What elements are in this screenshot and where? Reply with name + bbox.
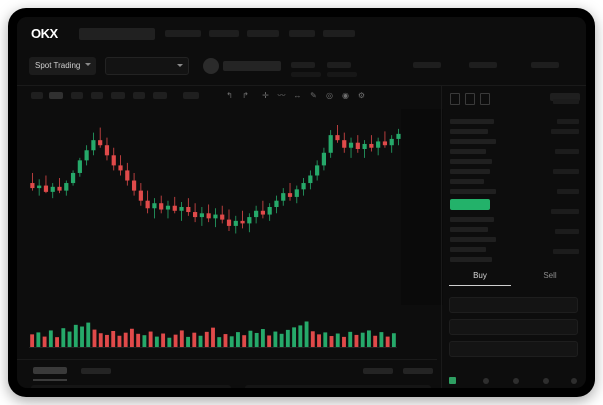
pair-name-label xyxy=(223,61,281,71)
crosshair-icon[interactable]: ✛ xyxy=(262,91,269,100)
tab-assets[interactable] xyxy=(403,368,433,374)
orderbook-size-row xyxy=(555,149,579,154)
volume-svg xyxy=(29,321,397,348)
nav-item-2[interactable] xyxy=(209,30,239,37)
tab-sell[interactable]: Sell xyxy=(543,271,557,280)
orderbook-size-row xyxy=(551,129,579,134)
trade-tab-underline xyxy=(449,285,511,286)
stat-last-price xyxy=(291,62,315,68)
stat-last-price-sub xyxy=(291,72,321,77)
order-total-input[interactable] xyxy=(449,341,578,357)
orderbook-grouping-select[interactable] xyxy=(550,93,580,101)
market-type-label: Spot Trading xyxy=(35,61,81,70)
orderbook-size-row xyxy=(553,169,579,174)
tablet-screen: OKX Spot Trading xyxy=(17,17,586,388)
orderbook-size-row xyxy=(553,99,579,104)
orderbook-asks-icon[interactable] xyxy=(480,93,490,105)
okx-logo[interactable]: OKX xyxy=(31,26,58,41)
tab-positions[interactable] xyxy=(363,368,393,374)
pencil-icon[interactable]: ✎ xyxy=(310,91,317,100)
pair-search-select[interactable] xyxy=(105,57,189,75)
orderbook-ask-row[interactable] xyxy=(450,159,492,164)
orderbook-ask-row[interactable] xyxy=(450,119,494,124)
coin-avatar xyxy=(203,58,219,74)
tab-open-orders[interactable] xyxy=(33,367,67,374)
tab-order-history[interactable] xyxy=(81,368,111,374)
slider-tick-25[interactable] xyxy=(483,378,489,384)
interval-more[interactable] xyxy=(153,92,167,99)
chart-type-select[interactable] xyxy=(183,92,199,99)
orderbook-both-icon[interactable] xyxy=(450,93,460,105)
ruler-icon[interactable]: ↔ xyxy=(293,91,302,100)
orderbook-ask-row[interactable] xyxy=(450,129,488,134)
nav-item-5[interactable] xyxy=(323,30,355,37)
orderbook-bids-icon[interactable] xyxy=(465,93,475,105)
orderbook-view-toggles xyxy=(450,93,510,105)
volume-chart xyxy=(17,311,437,359)
slider-tick-100[interactable] xyxy=(571,378,577,384)
tablet-device-frame: OKX Spot Trading xyxy=(8,8,595,397)
eye-icon[interactable]: ◉ xyxy=(342,91,349,100)
orderbook-size-row xyxy=(557,189,579,194)
orderbook-size-row xyxy=(553,249,579,254)
global-search-input[interactable] xyxy=(79,28,155,40)
interval-1w[interactable] xyxy=(133,92,145,99)
orderbook-bid-row[interactable] xyxy=(450,247,486,252)
candlestick-svg xyxy=(30,122,428,234)
tab-active-underline xyxy=(33,379,67,381)
slider-tick-50[interactable] xyxy=(513,378,519,384)
orders-panel-right xyxy=(245,385,431,388)
orderbook-bid-row[interactable] xyxy=(450,257,492,262)
orderbook-ask-row[interactable] xyxy=(450,139,496,144)
price-chart[interactable] xyxy=(17,106,437,311)
stat-change-sub xyxy=(327,72,357,77)
chevron-down-icon xyxy=(85,63,91,66)
interval-1d[interactable] xyxy=(111,92,125,99)
chevron-down-icon xyxy=(177,64,183,67)
interval-1h[interactable] xyxy=(71,92,83,99)
orderbook-ask-row[interactable] xyxy=(450,179,484,184)
orderbook-bid-row[interactable] xyxy=(450,217,494,222)
top-navigation-bar: OKX xyxy=(17,17,586,50)
order-price-input[interactable] xyxy=(449,297,578,313)
orderbook-ask-row[interactable] xyxy=(450,149,486,154)
orderbook-size-row xyxy=(551,209,579,214)
orderbook-spread-indicator xyxy=(450,199,490,210)
orderbook-ask-row[interactable] xyxy=(450,169,490,174)
interval-15m[interactable] xyxy=(49,92,63,99)
market-type-select[interactable]: Spot Trading xyxy=(29,57,96,75)
trendline-icon[interactable]: 〰 xyxy=(277,91,286,100)
orders-panel-left xyxy=(31,385,231,388)
stat-24h-low xyxy=(469,62,497,68)
nav-item-4[interactable] xyxy=(289,30,315,37)
order-book-panel xyxy=(441,85,586,388)
stat-24h-high xyxy=(413,62,441,68)
undo-icon[interactable]: ↰ xyxy=(226,91,233,100)
amount-percent-slider[interactable] xyxy=(449,377,578,385)
orders-tabs xyxy=(17,359,437,382)
orderbook-ask-row[interactable] xyxy=(450,189,496,194)
order-amount-input[interactable] xyxy=(449,319,578,335)
orderbook-size-row xyxy=(557,119,579,124)
settings-icon[interactable]: ⚙ xyxy=(357,91,366,100)
stat-change xyxy=(327,62,351,68)
stat-24h-volume xyxy=(531,62,559,68)
slider-tick-75[interactable] xyxy=(543,378,549,384)
nav-item-3[interactable] xyxy=(247,30,279,37)
tab-buy[interactable]: Buy xyxy=(473,271,487,280)
interval-1m[interactable] xyxy=(31,92,43,99)
orderbook-bid-row[interactable] xyxy=(450,227,488,232)
orderbook-bid-row[interactable] xyxy=(450,237,496,242)
instrument-bar: Spot Trading xyxy=(17,50,586,86)
chart-overlay-region xyxy=(401,109,443,305)
nav-item-1[interactable] xyxy=(165,30,201,37)
redo-icon[interactable]: ↱ xyxy=(242,91,249,100)
slider-handle[interactable] xyxy=(449,377,456,384)
orderbook-size-row xyxy=(555,229,579,234)
trade-form-tabs: Buy Sell xyxy=(441,269,586,291)
chart-toolbar: ↰ ↱ ✛ 〰 ↔ ✎ ◎ ◉ ⚙ xyxy=(17,85,437,107)
magnet-icon[interactable]: ◎ xyxy=(326,91,333,100)
interval-4h[interactable] xyxy=(91,92,103,99)
